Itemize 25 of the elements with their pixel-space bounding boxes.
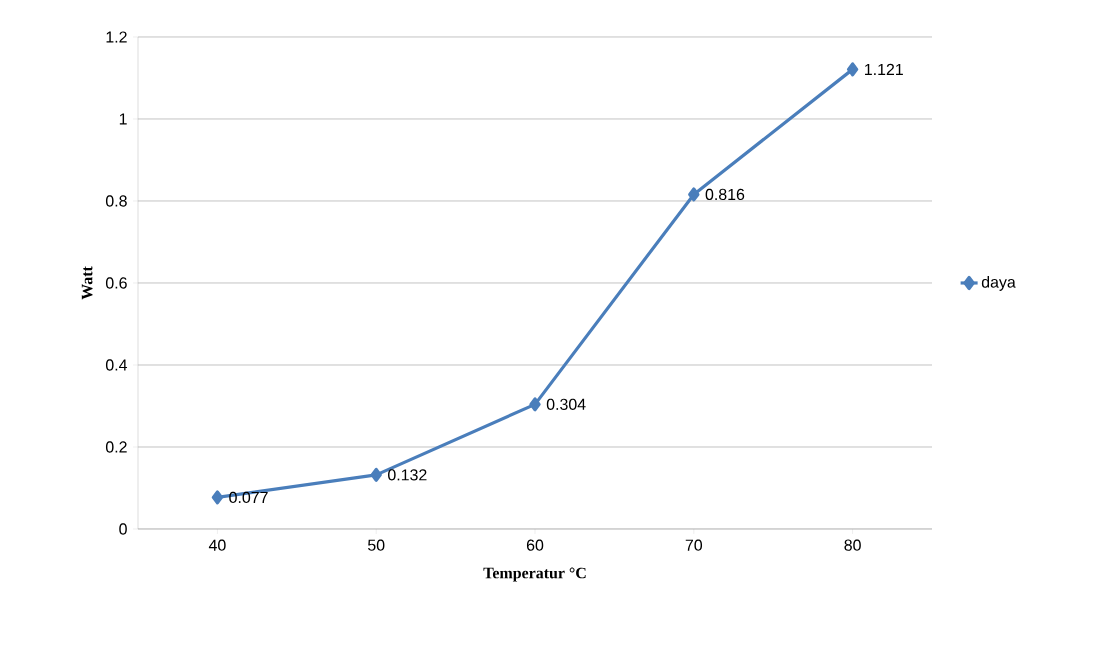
legend-label: daya <box>981 276 1016 291</box>
data-label: 0.132 <box>388 469 427 481</box>
point <box>211 490 224 505</box>
point <box>529 397 541 412</box>
point <box>688 187 700 202</box>
y-tick-label: 1 <box>119 113 127 125</box>
data-label: 0.816 <box>705 188 745 201</box>
y-tick-label: 0 <box>119 523 127 535</box>
y-tick-label: 0.2 <box>105 441 127 453</box>
data-label: 1.121 <box>865 63 903 75</box>
y-tick-label: 1.2 <box>106 31 127 43</box>
point <box>370 467 382 482</box>
x-tick-label: 60 <box>526 539 544 551</box>
x-tick-label: 70 <box>685 539 703 551</box>
data-label: 0.077 <box>229 491 268 504</box>
x-tick-label: 50 <box>367 539 385 551</box>
x-axis-title: Temperatur °C <box>483 567 586 582</box>
data-label: 0.304 <box>546 398 586 410</box>
x-tick-label: 80 <box>844 539 861 551</box>
y-tick-label: 0.8 <box>105 195 127 207</box>
y-tick-label: 0.6 <box>105 277 127 289</box>
x-tick-label: 40 <box>208 539 226 551</box>
y-axis-title: Watt <box>81 266 93 300</box>
y-tick-label: 0.4 <box>105 359 128 371</box>
point <box>846 62 859 77</box>
